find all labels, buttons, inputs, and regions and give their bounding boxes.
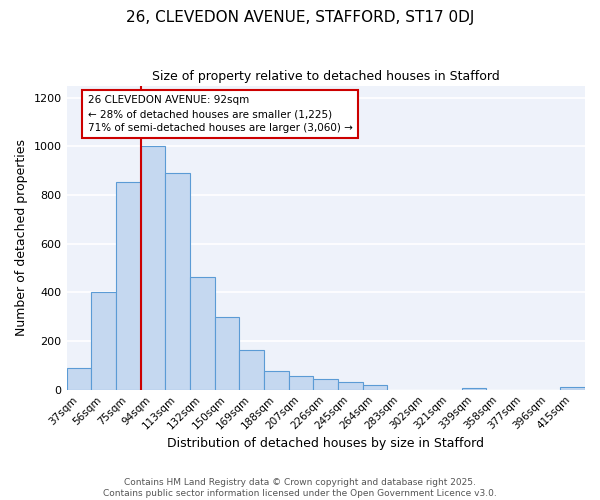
Bar (116, 182, 140, 390)
Y-axis label: Number of detached properties: Number of detached properties (15, 139, 28, 336)
Bar (239, 350, 264, 390)
Bar (215, 316, 239, 390)
Bar (338, 382, 363, 390)
Bar (313, 379, 338, 390)
Bar (363, 385, 388, 390)
Bar (289, 376, 313, 390)
Bar (461, 388, 486, 390)
Bar (91, 292, 116, 390)
Bar (140, 146, 165, 390)
Text: 26 CLEVEDON AVENUE: 92sqm
← 28% of detached houses are smaller (1,225)
71% of se: 26 CLEVEDON AVENUE: 92sqm ← 28% of detac… (88, 96, 352, 134)
Title: Size of property relative to detached houses in Stafford: Size of property relative to detached ho… (152, 70, 500, 83)
X-axis label: Distribution of detached houses by size in Stafford: Distribution of detached houses by size … (167, 437, 484, 450)
Bar (165, 173, 190, 390)
Bar (190, 276, 215, 390)
Bar (264, 372, 289, 390)
Bar (67, 368, 91, 390)
Text: 26, CLEVEDON AVENUE, STAFFORD, ST17 0DJ: 26, CLEVEDON AVENUE, STAFFORD, ST17 0DJ (126, 10, 474, 25)
Text: Contains HM Land Registry data © Crown copyright and database right 2025.
Contai: Contains HM Land Registry data © Crown c… (103, 478, 497, 498)
Bar (560, 388, 585, 390)
